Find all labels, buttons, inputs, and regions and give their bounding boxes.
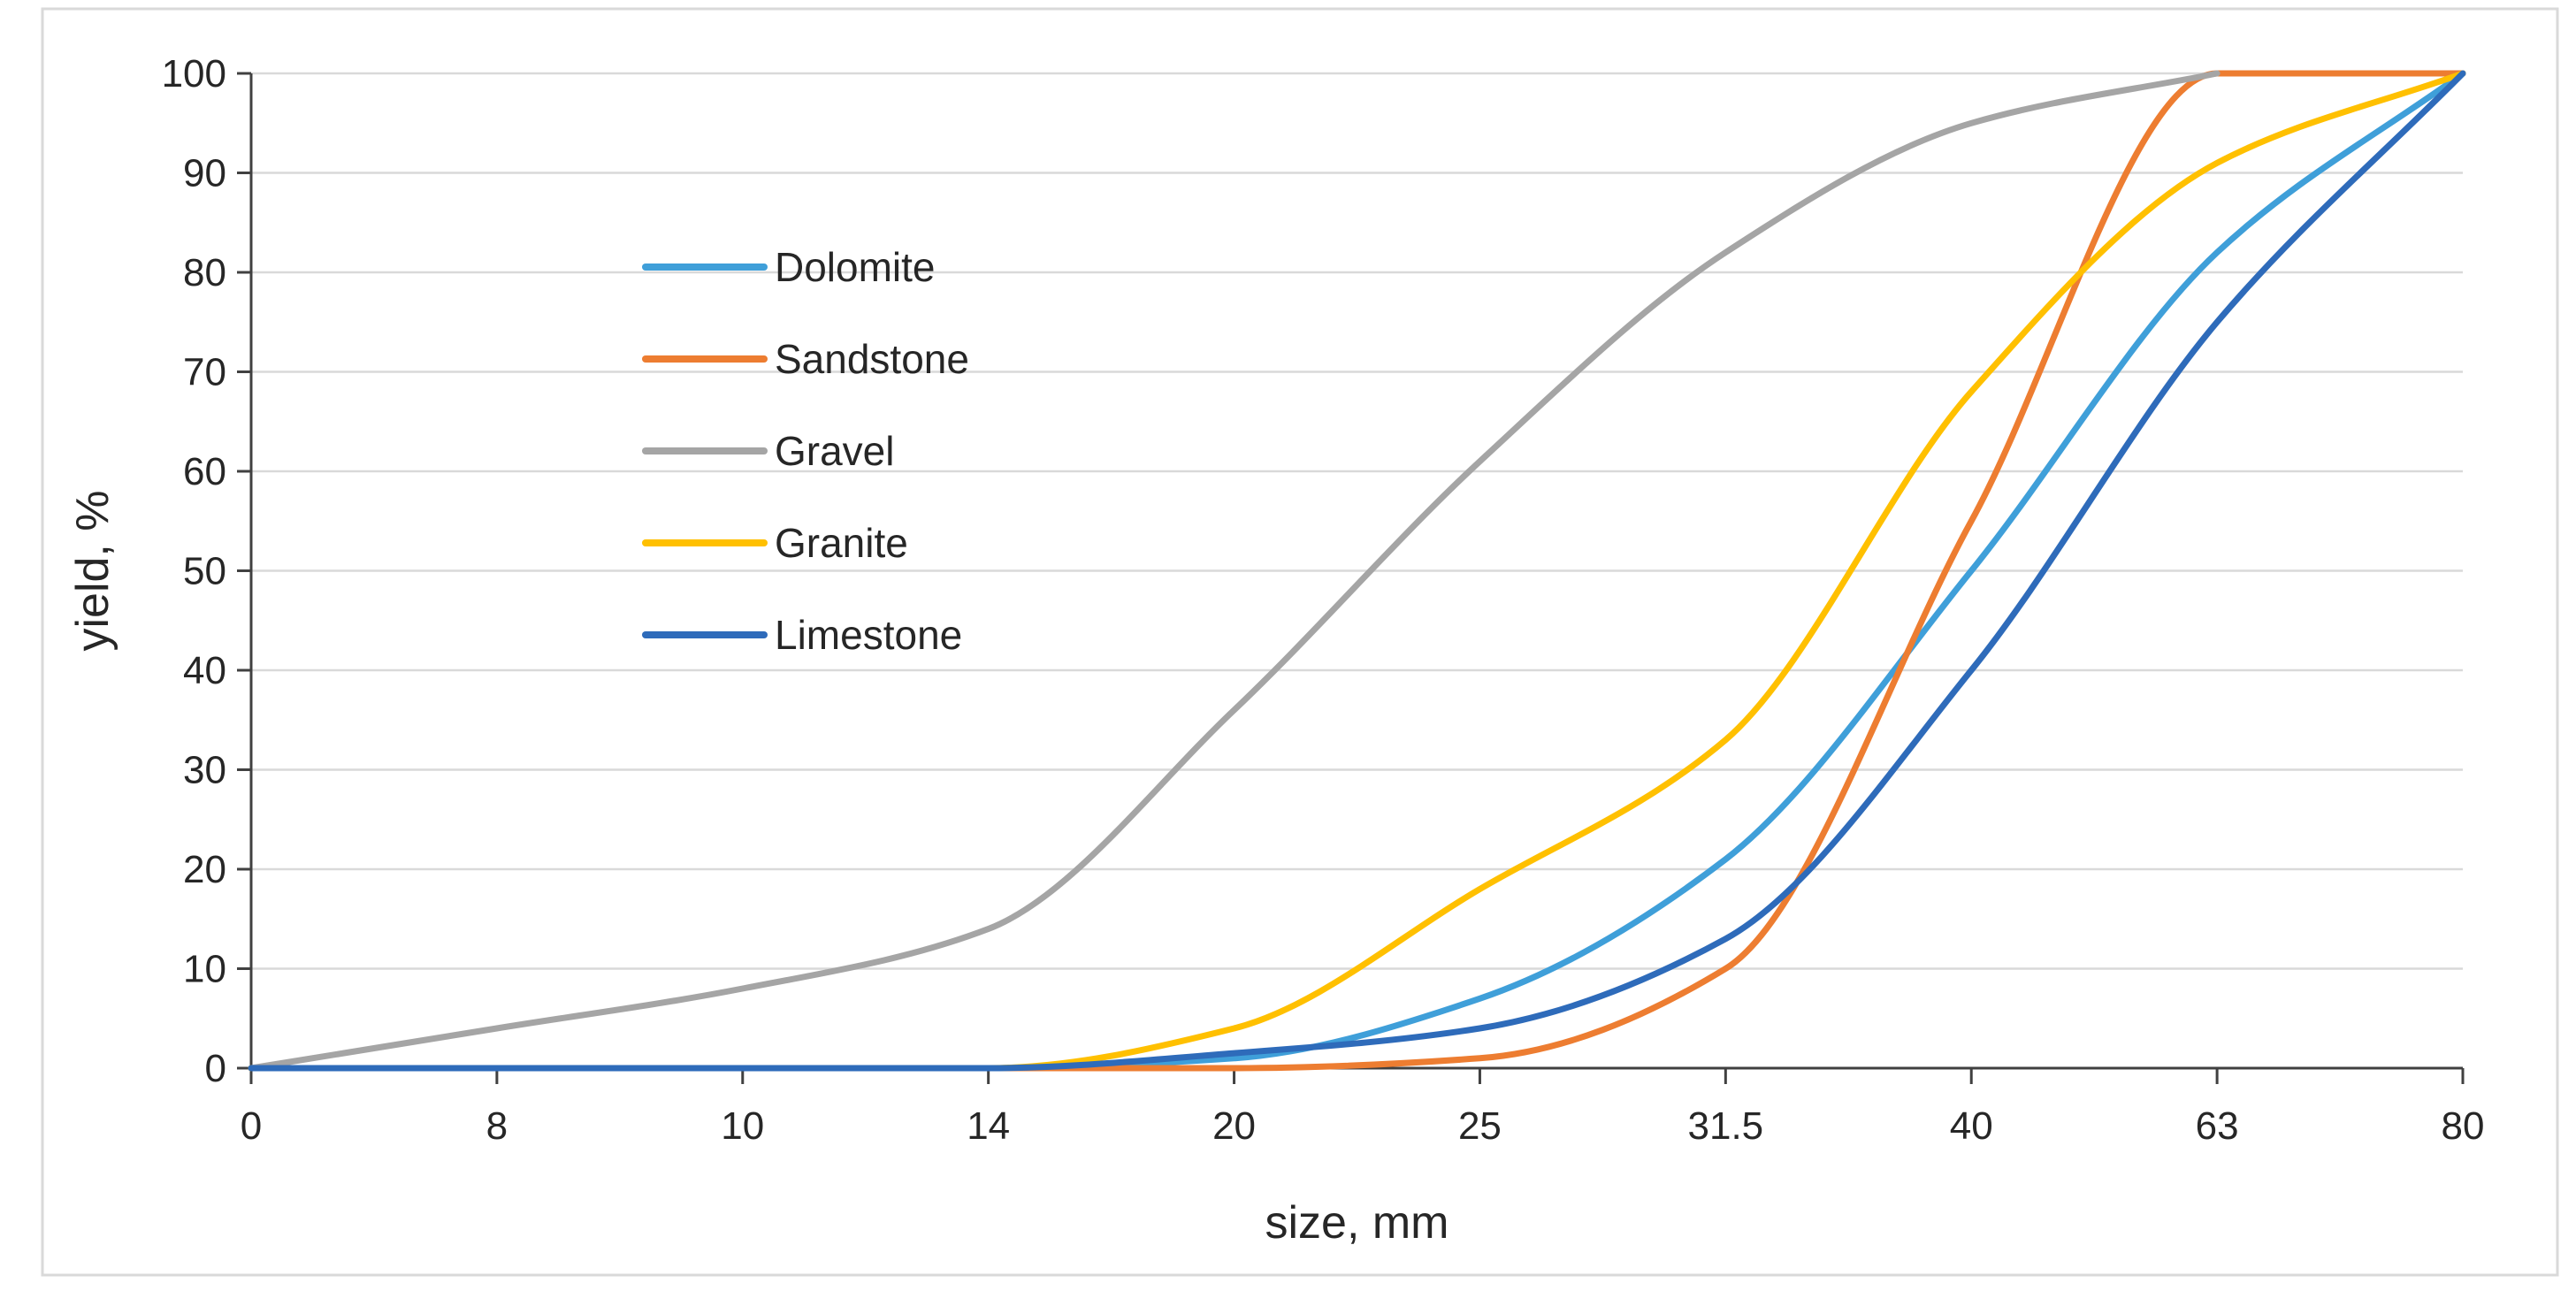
series-line-gravel bbox=[248, 70, 2221, 1072]
y-axis-title: yield, % bbox=[67, 490, 118, 651]
y-tick-label: 20 bbox=[183, 848, 226, 891]
x-tick-label: 80 bbox=[2442, 1104, 2485, 1148]
y-tick-label: 70 bbox=[183, 351, 226, 394]
legend-label: Sandstone bbox=[775, 336, 969, 382]
y-tick-label: 60 bbox=[183, 450, 226, 493]
legend-label: Limestone bbox=[775, 612, 962, 658]
legend-label: Dolomite bbox=[775, 244, 936, 290]
x-tick-label: 40 bbox=[1950, 1104, 1993, 1148]
y-tick-label: 10 bbox=[183, 948, 226, 991]
y-tick-label: 80 bbox=[183, 251, 226, 294]
gridlines bbox=[251, 72, 2463, 970]
legend-item-limestone: Limestone bbox=[642, 612, 962, 658]
x-tick-label: 31.5 bbox=[1688, 1104, 1764, 1148]
legend-item-dolomite: Dolomite bbox=[642, 244, 936, 290]
x-axis-title: size, mm bbox=[1265, 1197, 1449, 1249]
legend-label: Gravel bbox=[775, 428, 894, 474]
y-tick-label: 100 bbox=[162, 52, 226, 95]
y-tick-label: 30 bbox=[183, 749, 226, 792]
y-tick-label: 50 bbox=[183, 550, 226, 593]
series-line-limestone bbox=[248, 70, 2466, 1072]
legend-label: Granite bbox=[775, 520, 908, 566]
series-lines bbox=[248, 70, 2466, 1072]
y-tick-label: 90 bbox=[183, 152, 226, 195]
legend: Dolomite Sandstone Gravel Granite Limestone bbox=[642, 244, 969, 658]
legend-item-gravel: Gravel bbox=[642, 428, 894, 474]
x-tick-label: 63 bbox=[2196, 1104, 2239, 1148]
y-tick-label: 0 bbox=[205, 1047, 226, 1090]
legend-item-sandstone: Sandstone bbox=[642, 336, 969, 382]
x-tick-label: 25 bbox=[1458, 1104, 1502, 1148]
legend-item-granite: Granite bbox=[642, 520, 908, 566]
x-tick-label: 0 bbox=[241, 1104, 262, 1148]
x-tick-label: 10 bbox=[721, 1104, 764, 1148]
x-tick-label: 14 bbox=[967, 1104, 1010, 1148]
y-tick-label: 40 bbox=[183, 649, 226, 692]
x-tick-label: 20 bbox=[1212, 1104, 1256, 1148]
x-tick-label: 8 bbox=[486, 1104, 508, 1148]
